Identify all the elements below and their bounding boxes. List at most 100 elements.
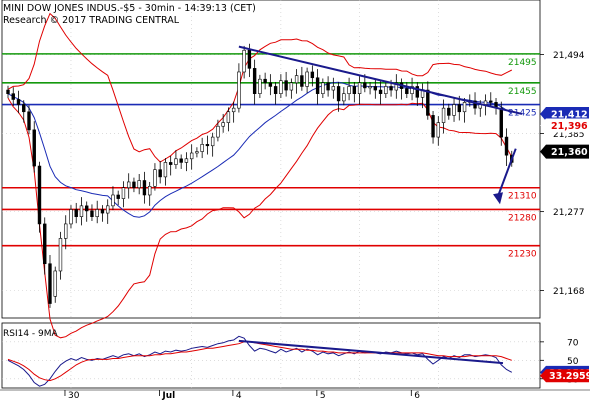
price-tick-label: 21,168 — [553, 287, 585, 297]
candle-body — [447, 107, 451, 116]
level-label-21230: 21230 — [508, 250, 537, 260]
candle-body — [279, 80, 283, 94]
time-tick-label: 4 — [236, 391, 242, 400]
candle-body — [394, 82, 399, 91]
candle-body — [69, 209, 73, 225]
price-tag-21,412: 21,412 — [551, 109, 588, 120]
candle-body — [415, 86, 420, 98]
price-tick-label: 21,494 — [553, 51, 585, 61]
price-tick-label: 21,385 — [553, 130, 585, 140]
price-tag-21,360: 21,360 — [551, 147, 588, 158]
time-tick-label: 5 — [320, 391, 326, 400]
candle-body — [363, 82, 367, 89]
candle-body — [331, 86, 336, 91]
candle-body — [226, 111, 231, 123]
rsi-panel-frame — [1, 322, 541, 389]
candle-body — [74, 209, 78, 217]
rsi-series-rsi — [7, 335, 513, 387]
rsi-tick-label: 70 — [567, 338, 579, 348]
candle-body — [473, 100, 477, 109]
candle-body — [452, 104, 456, 116]
candle-body — [32, 129, 36, 167]
price-trendline — [238, 45, 523, 205]
candle-body — [158, 169, 162, 178]
candle-body — [126, 181, 131, 189]
candle-body — [95, 209, 99, 217]
candle-body — [184, 158, 189, 163]
candle-body — [489, 100, 493, 103]
rsi-lines — [7, 335, 513, 387]
candle-body — [210, 136, 215, 147]
level-label-21455: 21455 — [508, 87, 537, 97]
rsi-trendline — [238, 339, 504, 365]
candle-body — [85, 205, 89, 212]
level-label-21280: 21280 — [508, 213, 537, 223]
candle-body — [79, 205, 84, 217]
level-label-21495: 21495 — [508, 58, 537, 68]
candle-body — [441, 107, 446, 123]
candle-body — [237, 71, 241, 109]
candle-body — [462, 102, 467, 113]
candle-body — [258, 78, 262, 94]
candle-body — [431, 115, 435, 138]
price-grid — [0, 0, 590, 391]
time-tick-label: 6 — [414, 391, 420, 400]
chart-subtitle: Research © 2017 TRADING CENTRAL — [3, 15, 180, 26]
candle-body — [168, 162, 173, 165]
candle-body — [305, 71, 309, 87]
candle-body — [321, 82, 325, 94]
chart-title: MINI DOW JONES INDUS.-$5 - 30min - 14:39… — [3, 3, 256, 14]
candle-body — [37, 165, 42, 225]
candle-body — [22, 104, 26, 113]
candle-body — [373, 86, 378, 91]
forecast-arrow-shaft — [497, 148, 517, 197]
candlesticks — [6, 43, 514, 308]
candle-body — [483, 100, 488, 105]
candle-body — [137, 180, 141, 189]
candle-body — [457, 104, 461, 113]
rsi-axis: 70503036.959333.2959 — [540, 338, 590, 385]
time-axis: 30 Jul 4 5 6 — [64, 390, 420, 400]
candle-body — [499, 107, 503, 138]
candle-body — [205, 144, 210, 147]
price-tag-21,396: 21,396 — [551, 121, 588, 132]
candle-body — [289, 82, 294, 91]
candle-body — [132, 181, 136, 189]
rsi-grid — [2, 341, 540, 380]
candle-body — [252, 68, 257, 94]
candle-body — [263, 78, 267, 84]
resistance-trendline — [238, 45, 523, 115]
candle-body — [221, 122, 225, 127]
candle-body — [410, 86, 414, 94]
candle-body — [90, 210, 94, 217]
price-tag-bg-21,412 — [540, 106, 589, 121]
price-tag-bg-21,396 — [540, 118, 589, 133]
candle-body — [231, 107, 236, 113]
price-tick-label: 21,277 — [553, 208, 585, 218]
candle-body — [310, 71, 315, 79]
candle-body — [53, 270, 57, 297]
candle-body — [216, 125, 220, 138]
level-label-21425: 21425 — [508, 109, 537, 119]
candle-body — [242, 49, 246, 73]
candle-body — [106, 205, 110, 214]
candle-body — [389, 86, 393, 91]
candle-body — [352, 86, 357, 94]
candle-body — [294, 75, 299, 84]
candle-body — [315, 77, 320, 94]
candle-body — [153, 169, 157, 187]
price-panel-frame — [1, 0, 541, 319]
candle-body — [163, 162, 168, 178]
candle-body — [147, 186, 152, 196]
candle-body — [48, 263, 52, 304]
rsi-tag-bg-signal — [540, 369, 589, 383]
candle-body — [300, 75, 304, 87]
rsi-title: RSI14 - 9MA — [3, 329, 59, 339]
candle-body — [336, 86, 341, 102]
rsi-series-signal — [7, 341, 512, 382]
candle-body — [368, 86, 372, 89]
candle-body — [116, 194, 120, 199]
candle-body — [121, 187, 126, 199]
